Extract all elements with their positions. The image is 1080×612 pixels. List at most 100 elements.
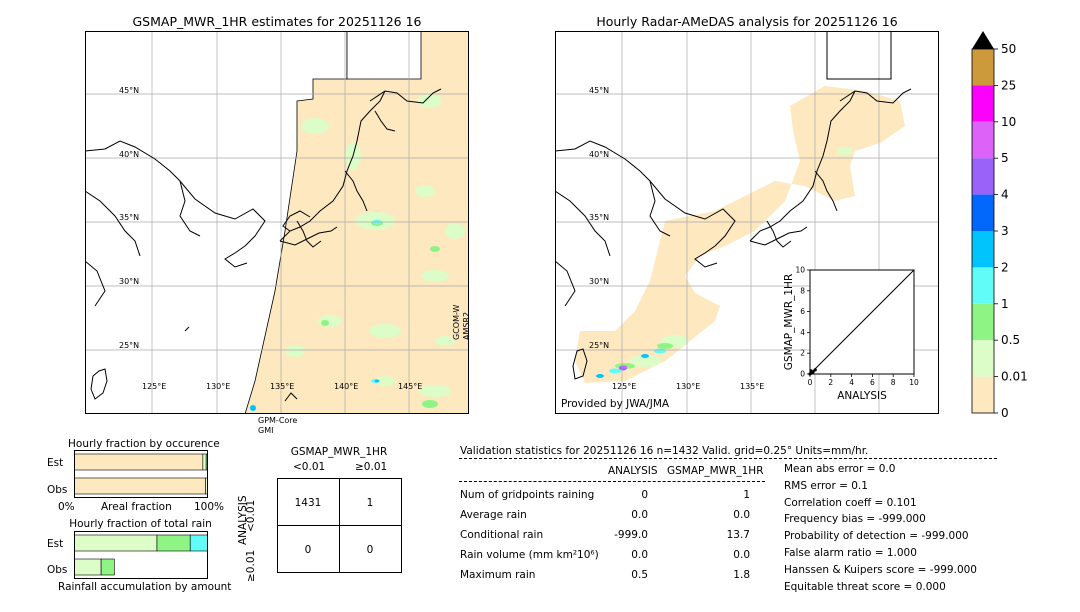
scatter-xlabel: ANALYSIS [837,390,887,402]
right-lat-label: 35°N [589,213,610,222]
total-rain-label-obs: Obs [47,564,68,576]
colorbar-cell [972,121,994,159]
validation-row-value: 0.0 [631,509,648,521]
stacked-bar-segment [156,534,191,552]
validation-row-label: Conditional rain [460,529,544,541]
col-header-analysis: ANALYSIS [608,465,658,477]
left-lon-label: 125°E [142,382,167,391]
colorbar-label: 50 [1001,42,1016,56]
score-line: Probability of detection = -999.000 [784,530,969,543]
left-lon-label: 140°E [334,382,359,391]
left-map-title: GSMAP_MWR_1HR estimates for 20251126 16 [132,14,422,29]
colorbar-label: 2 [1001,260,1009,274]
score-line: RMS error = 0.1 [784,479,868,492]
contingency-col-0: <0.01 [293,461,326,473]
right-map-title: Hourly Radar-AMeDAS analysis for 2025112… [596,14,898,29]
colorbar-label: 0.01 [1001,370,1028,384]
score-line: Hanssen & Kuipers score = -999.000 [784,563,977,576]
stacked-bar-segment [189,534,208,552]
validation-row-value: 0.0 [631,549,648,561]
validation-header: Validation statistics for 20251126 16 n=… [460,445,869,457]
left-lat-label: 35°N [119,213,140,222]
occurrence-tick-100: 100% [194,501,225,513]
validation-row-value: 13.7 [726,529,750,541]
occurrence-title: Hourly fraction by occurence [68,438,220,450]
colorbar-label: 3 [1001,224,1009,238]
triangle-extend-icon [972,31,994,49]
diagonal-line [809,269,915,375]
scatter-ytick: 0 [800,370,805,379]
left-lon-label: 145°E [398,382,423,391]
right-lat-label: 45°N [589,86,610,95]
colorbar: 50 25 10 5 4 3 2 1 0.5 0.01 0 [971,31,1028,420]
colorbar-label: 4 [1001,188,1009,202]
right-lat-label: 30°N [589,277,610,286]
score-line: Frequency bias = -999.000 [784,513,926,526]
scatter-ytick: 8 [800,286,805,295]
col-header-gsmap: GSMAP_MWR_1HR [667,465,764,477]
scatter-xtick: 6 [870,378,875,387]
score-line: Mean abs error = 0.0 [784,463,896,475]
stacked-bar-segment [100,558,115,576]
colorbar-label: 5 [1001,151,1009,165]
right-lon-label: 135°E [740,382,765,391]
scatter-ytick: 10 [795,266,805,275]
colorbar-cell [972,158,994,195]
scatter-ytick: 4 [800,328,805,337]
scatter-ytick: 2 [800,349,805,358]
colorbar-cell [972,85,994,122]
validation-row-value: 0.5 [631,569,648,581]
colorbar-cell [972,231,994,268]
total-rain-xlabel: Rainfall accumulation by amount [58,581,232,593]
colorbar-cell [972,267,994,304]
occurrence-xlabel: Areal fraction [101,501,172,513]
validation-row-value: 0 [641,489,648,501]
right-map [555,31,939,414]
stacked-bar-segment [74,534,158,552]
scatter-ylabel: GSMAP_MWR_1HR [783,274,795,370]
colorbar-cell [972,376,994,413]
sensor-label-amsr2: AMSR2 [462,311,471,340]
scatter-xtick: 4 [849,378,854,387]
colorbar-label: 1 [1001,297,1009,311]
occurrence-chart [74,450,208,498]
scatter-xtick: 2 [828,378,833,387]
contingency-row-0: <0.01 [245,499,257,532]
contingency-cell: 0 [366,544,374,556]
contingency-grid [277,478,402,573]
right-lat-label: 40°N [589,150,610,159]
stacked-bar-segment [74,453,204,471]
score-line: Correlation coeff = 0.101 [784,496,917,509]
sensor-label-gpm: GPM-Core [258,416,298,425]
scatter-ytick: 6 [800,307,805,316]
score-line: False alarm ratio = 1.000 [784,547,917,559]
sensor-label-gcomw: GCOM-W [452,304,461,340]
scatter-xtick: 10 [909,378,919,387]
validation-row-label: Rain volume (mm km²10⁶) [460,549,599,561]
occurrence-label-obs: Obs [47,484,68,496]
validation-row-label: Num of gridpoints raining [460,489,595,501]
validation-row-value: 1.8 [733,569,750,581]
validation-row-label: Maximum rain [460,569,536,581]
left-lat-label: 25°N [119,341,140,350]
contingency-title: GSMAP_MWR_1HR [290,446,388,458]
left-lon-label: 135°E [270,382,295,391]
colorbar-cell [972,49,994,86]
contingency-cell: 1431 [294,497,322,509]
left-lat-label: 30°N [119,277,140,286]
total-rain-chart [74,531,208,579]
total-rain-label-est: Est [47,538,64,550]
scatter-xtick: 0 [808,378,813,387]
radar-coverage-area [575,86,905,383]
sensor-label-gmi: GMI [258,426,274,435]
colorbar-label: 0.5 [1001,333,1020,347]
stacked-bar-segment [202,453,207,471]
colorbar-cell [972,303,994,341]
validation-row-label: Average rain [460,509,527,521]
score-line: Equitable threat score = 0.000 [784,580,946,593]
validation-header-rule [459,481,765,482]
left-lat-label: 45°N [119,86,140,95]
colorbar-label: 10 [1001,115,1016,129]
contingency-cell: 0 [304,544,312,556]
colorbar-cell [972,194,994,231]
